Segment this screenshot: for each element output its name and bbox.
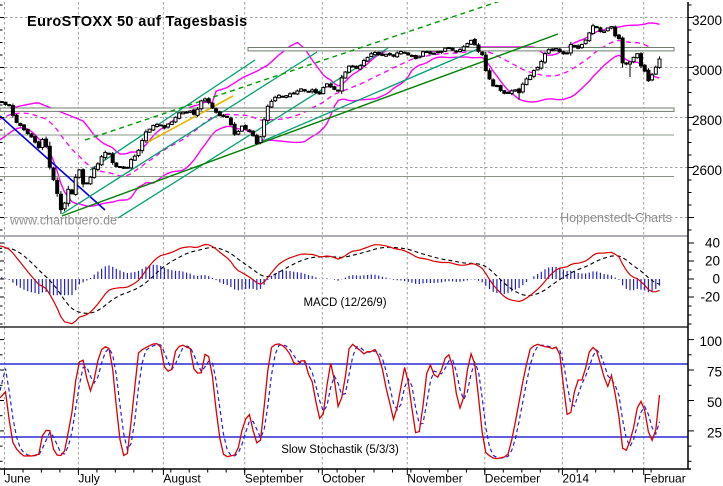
svg-text:40: 40 <box>705 236 720 251</box>
svg-text:-20: -20 <box>700 290 720 305</box>
svg-text:December: December <box>485 472 540 486</box>
svg-text:November: November <box>407 472 462 486</box>
svg-text:September: September <box>245 472 304 486</box>
svg-text:3200: 3200 <box>692 13 722 28</box>
svg-text:July: July <box>78 472 99 486</box>
svg-text:20: 20 <box>705 254 720 269</box>
svg-text:0: 0 <box>712 272 720 287</box>
svg-text:Hoppenstedt-Charts: Hoppenstedt-Charts <box>560 211 672 225</box>
svg-text:August: August <box>163 472 201 486</box>
svg-text:Februar: Februar <box>644 472 686 486</box>
svg-text:MACD (12/26/9): MACD (12/26/9) <box>303 297 386 309</box>
svg-text:3000: 3000 <box>692 63 722 78</box>
svg-text:100: 100 <box>699 334 722 349</box>
svg-text:75: 75 <box>707 365 722 380</box>
svg-text:June: June <box>5 472 31 486</box>
svg-text:EuroSTOXX 50 auf Tagesbasis: EuroSTOXX 50 auf Tagesbasis <box>27 14 248 30</box>
svg-text:50: 50 <box>707 395 722 410</box>
svg-text:2800: 2800 <box>692 113 722 128</box>
svg-text:25: 25 <box>707 425 722 440</box>
svg-text:2600: 2600 <box>692 163 722 178</box>
svg-text:Slow Stochastik (5/3/3): Slow Stochastik (5/3/3) <box>281 444 399 456</box>
svg-text:www.chartbuero.de: www.chartbuero.de <box>9 214 117 228</box>
svg-text:2014: 2014 <box>562 472 589 486</box>
svg-text:October: October <box>322 472 365 486</box>
